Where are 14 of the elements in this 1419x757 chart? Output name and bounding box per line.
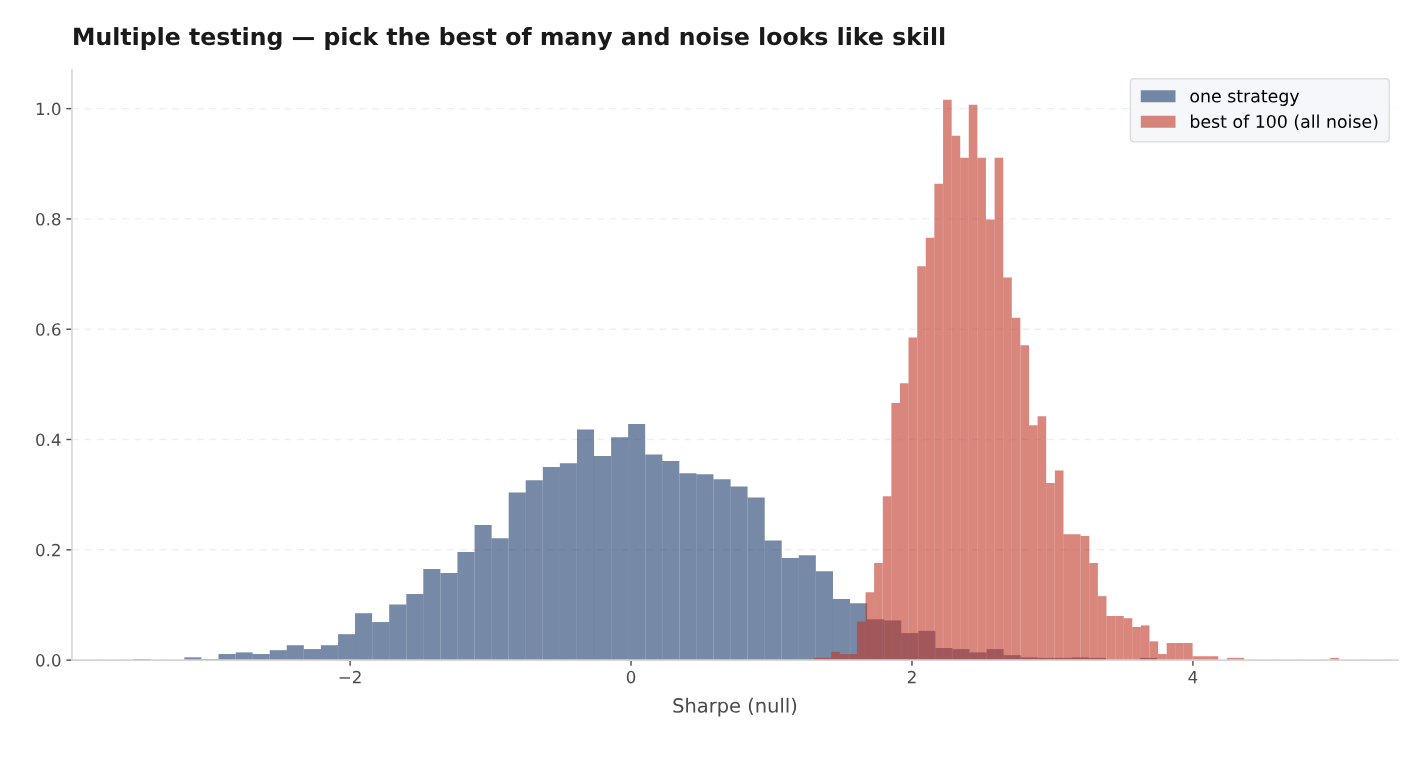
y-tick-label: 1.0: [36, 102, 61, 116]
x-tick-label: 4: [1188, 671, 1198, 684]
y-tick-label: 0.4: [36, 433, 61, 447]
chart-title: Multiple testing — pick the best of many and noise looks like skill: [74, 27, 945, 51]
y-tick-label: 0.8: [36, 212, 61, 226]
y-tick-label: 0.0: [36, 654, 61, 667]
y-tick-label: 0.6: [36, 323, 61, 336]
x-axis-title: Sharpe (null): [673, 697, 797, 717]
x-tick-label: 0: [626, 670, 636, 684]
legend-label: one strategy: [1190, 90, 1300, 106]
x-tick-label: 2: [907, 670, 916, 684]
legend-label: best of 100 (all noise): [1190, 114, 1378, 131]
x-tick-label: −2: [339, 670, 361, 684]
y-tick-label: 0.2: [36, 543, 60, 557]
